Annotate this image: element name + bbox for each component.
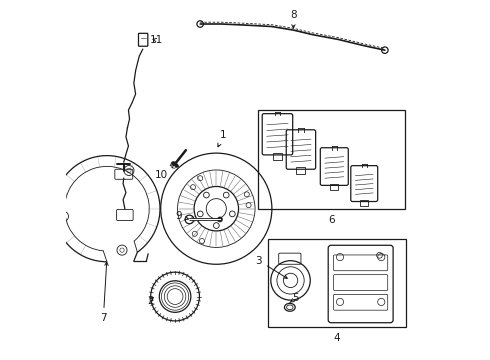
Bar [330, 184, 339, 190]
Text: 1: 1 [218, 130, 227, 147]
Text: 3: 3 [256, 256, 287, 278]
Text: 2: 2 [147, 296, 153, 306]
Circle shape [218, 217, 222, 222]
Text: 10: 10 [155, 165, 174, 180]
Text: 5: 5 [290, 293, 299, 303]
Bar [269, 239, 406, 327]
Text: 7: 7 [100, 262, 108, 323]
Bar [296, 167, 305, 174]
Bar [258, 110, 405, 209]
Bar [360, 200, 368, 206]
Text: 8: 8 [290, 10, 297, 28]
Bar [272, 153, 282, 159]
Text: 9: 9 [175, 211, 189, 221]
Text: 4: 4 [333, 333, 340, 343]
Text: 6: 6 [328, 215, 334, 225]
Text: 11: 11 [150, 35, 163, 45]
